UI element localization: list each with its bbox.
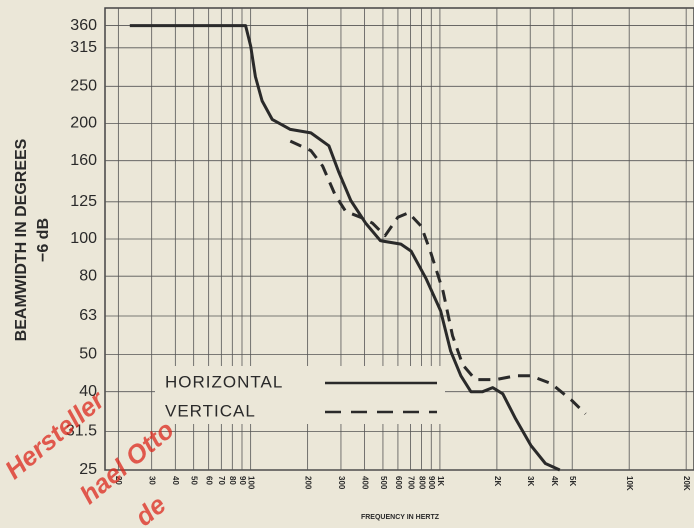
y-tick-label: 31.5: [66, 423, 97, 440]
y-tick-label: 100: [70, 230, 97, 247]
x-tick-label: 200: [304, 476, 313, 490]
y-tick-label: 360: [70, 17, 97, 34]
y-axis-sublabel: −6 dB: [35, 218, 52, 262]
series-line: [289, 139, 587, 415]
x-tick-label: 20: [114, 476, 123, 485]
y-tick-label: 125: [70, 193, 97, 210]
x-tick-label: 3K: [526, 476, 535, 486]
y-tick-label: 315: [70, 39, 97, 56]
y-tick-label: 50: [79, 346, 97, 363]
y-tick-label: 25: [79, 461, 97, 478]
y-tick-label: 80: [79, 267, 97, 284]
x-tick-label: 10K: [625, 476, 634, 491]
x-tick-label: 70: [217, 476, 226, 485]
x-axis-label: FREQUENCY IN HERTZ: [361, 514, 440, 521]
y-axis-label: BEAMWIDTH IN DEGREES: [13, 138, 30, 341]
x-tick-label: 80: [228, 476, 237, 485]
x-tick-label: 800: [417, 476, 426, 490]
x-tick-label: 50: [190, 476, 199, 485]
x-tick-label: 700: [406, 476, 415, 490]
series-line: [129, 24, 561, 472]
x-tick-label: 4K: [550, 476, 559, 486]
x-tick-label: 100: [247, 476, 256, 490]
x-tick-label: 600: [394, 476, 403, 490]
y-tick-label: 63: [79, 307, 97, 324]
x-tick-label: 40: [171, 476, 180, 485]
legend-box: [155, 366, 445, 424]
legend-label: HORIZONTAL: [165, 372, 283, 391]
y-tick-label: 40: [79, 383, 97, 400]
x-tick-label: 900: [427, 476, 436, 490]
x-tick-label: 300: [337, 476, 346, 490]
x-tick-label: 30: [148, 476, 157, 485]
x-tick-label: 20K: [682, 476, 691, 491]
y-tick-label: 250: [70, 78, 97, 95]
y-tick-label: 200: [70, 115, 97, 132]
x-tick-label: 400: [360, 476, 369, 490]
x-tick-label: 5K: [568, 476, 577, 486]
x-tick-label: 2K: [493, 476, 502, 486]
x-tick-label: 90: [238, 476, 247, 485]
x-tick-label: 60: [205, 476, 214, 485]
x-tick-label: 1K: [436, 476, 445, 486]
legend-label: VERTICAL: [165, 401, 256, 420]
x-tick-label: 500: [379, 476, 388, 490]
y-tick-label: 160: [70, 152, 97, 169]
